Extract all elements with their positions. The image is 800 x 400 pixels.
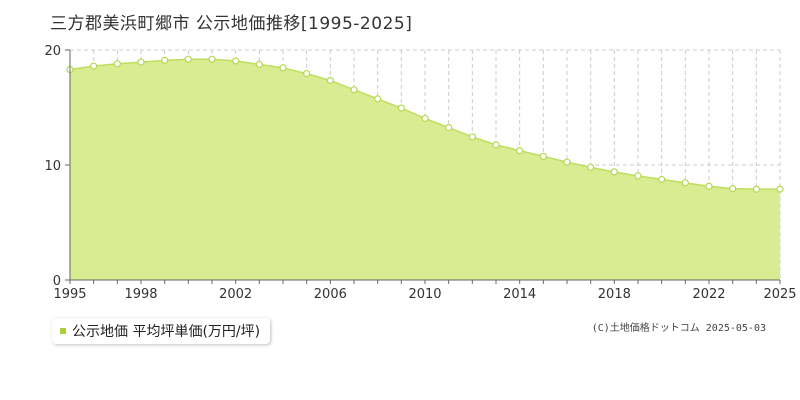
data-point xyxy=(232,57,240,65)
x-tick-label: 2010 xyxy=(408,287,441,302)
x-tick-label: 2002 xyxy=(219,287,252,302)
axes xyxy=(65,49,781,284)
data-point xyxy=(468,133,476,141)
x-tick-label: 1995 xyxy=(53,287,86,302)
data-point xyxy=(255,60,263,68)
data-point xyxy=(326,76,334,85)
tick-labels: 0 10 20 1995 1998 2002 2006 2010 2014 2018 2022 202… xyxy=(44,44,796,302)
data-markers xyxy=(66,55,784,193)
y-tick-label: 0 xyxy=(53,274,61,289)
data-point xyxy=(303,69,311,78)
data-point xyxy=(161,56,169,64)
data-point xyxy=(563,158,571,166)
y-tick-label: 10 xyxy=(44,159,61,174)
data-point xyxy=(279,64,287,72)
x-tick-label: 2018 xyxy=(598,287,631,302)
data-point xyxy=(729,184,737,193)
x-tick-label: 2014 xyxy=(503,287,536,302)
data-point xyxy=(374,95,382,103)
data-point xyxy=(445,124,453,132)
legend-swatch xyxy=(60,328,66,334)
copyright-text: (C)土地価格ドットコム 2025-05-03 xyxy=(591,323,766,334)
data-point xyxy=(705,182,713,190)
chart-title: 三方郡美浜町郷市 公示地価推移[1995-2025] xyxy=(50,14,413,34)
x-tick-label: 1998 xyxy=(124,287,157,302)
data-point xyxy=(610,168,618,176)
data-point xyxy=(113,60,121,68)
data-point xyxy=(634,172,642,180)
x-tick-label: 2022 xyxy=(692,287,725,302)
x-tick-label: 2025 xyxy=(763,287,796,302)
data-point xyxy=(658,175,666,183)
data-point xyxy=(137,58,145,66)
data-point xyxy=(492,141,500,149)
data-point xyxy=(90,62,98,70)
data-point xyxy=(752,185,760,193)
data-point xyxy=(421,114,429,123)
y-tick-label: 20 xyxy=(44,44,61,59)
data-point xyxy=(208,55,216,63)
data-point xyxy=(184,55,192,63)
data-point xyxy=(350,86,358,94)
legend-label: 公示地価 平均坪単価(万円/坪) xyxy=(72,324,261,340)
series-area xyxy=(70,59,780,281)
x-tick-label: 2006 xyxy=(314,287,347,302)
data-point xyxy=(516,147,524,155)
data-point xyxy=(681,179,689,187)
legend: 公示地価 平均坪単価(万円/坪) xyxy=(52,318,271,344)
data-point xyxy=(776,185,784,193)
data-point xyxy=(587,163,595,171)
data-point xyxy=(539,152,547,160)
data-point xyxy=(397,104,405,112)
